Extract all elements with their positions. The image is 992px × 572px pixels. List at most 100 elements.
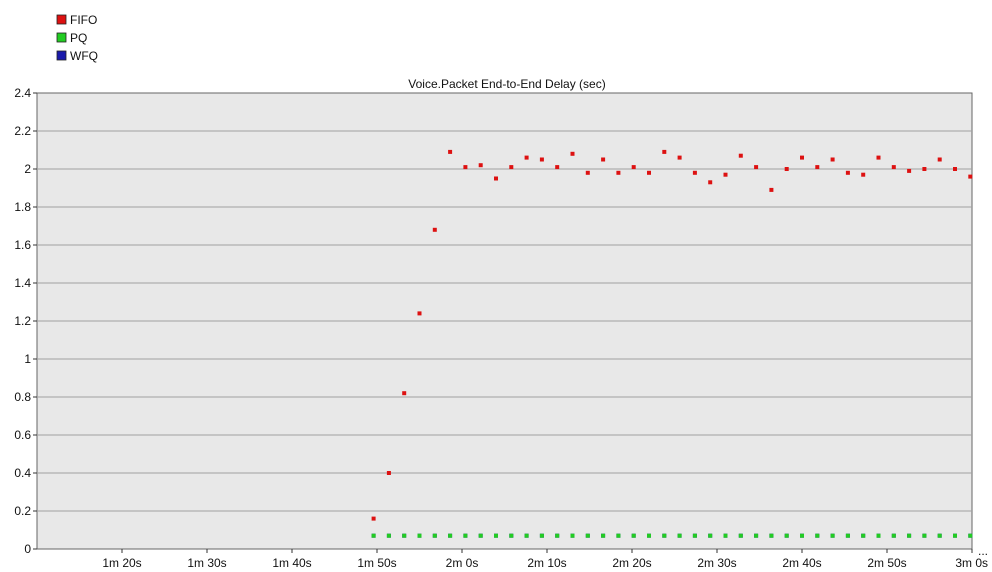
- legend-swatch: [56, 14, 67, 25]
- data-point-pq: [478, 533, 483, 538]
- data-point-pq: [555, 533, 560, 538]
- data-point-pq: [432, 533, 437, 538]
- data-point-pq: [647, 533, 651, 538]
- data-point-fifo: [570, 151, 575, 156]
- y-tick-label: 0.8: [14, 390, 31, 404]
- data-point-pq: [845, 533, 850, 538]
- data-point-pq: [570, 533, 575, 538]
- data-point-pq: [922, 533, 927, 538]
- data-point-fifo: [417, 311, 422, 316]
- data-point-fifo: [845, 170, 850, 175]
- legend-label: PQ: [70, 31, 87, 45]
- x-tick-label: 3m 0s: [955, 556, 988, 570]
- data-point-fifo: [647, 170, 651, 175]
- y-tick-label: 1.6: [14, 238, 31, 252]
- data-point-fifo: [509, 165, 514, 170]
- y-axis: 0 0.2 0.4 0.6 0.8 1 1.2 1.4 1.6 1.8 2 2.2 2.4: [14, 86, 37, 556]
- data-point-fifo: [478, 163, 483, 168]
- data-point-fifo: [585, 170, 590, 175]
- data-point-pq: [708, 533, 713, 538]
- data-point-fifo: [968, 174, 973, 179]
- data-point-pq: [907, 533, 912, 538]
- data-point-pq: [509, 533, 514, 538]
- legend-label: FIFO: [70, 13, 97, 27]
- data-point-pq: [692, 533, 697, 538]
- data-point-pq: [417, 533, 422, 538]
- y-tick-label: 1.4: [14, 276, 31, 290]
- chart-legend: FIFO PQ WFQ: [56, 13, 98, 63]
- data-point-fifo: [723, 172, 728, 177]
- data-point-fifo: [463, 165, 468, 170]
- chart-title: Voice.Packet End-to-End Delay (sec): [408, 77, 605, 91]
- data-point-fifo: [524, 155, 529, 160]
- data-point-pq: [539, 533, 544, 538]
- y-tick-label: 2.2: [14, 124, 31, 138]
- data-point-fifo: [907, 168, 912, 173]
- y-tick-label: 0.4: [14, 466, 31, 480]
- x-tick-label: 1m 20s: [102, 556, 141, 570]
- data-point-fifo: [692, 170, 697, 175]
- data-point-pq: [738, 533, 743, 538]
- x-tick-label: 2m 10s: [527, 556, 566, 570]
- data-point-fifo: [815, 165, 820, 170]
- y-tick-label: 0: [24, 542, 31, 556]
- data-point-fifo: [738, 153, 743, 158]
- data-point-pq: [616, 533, 621, 538]
- legend-swatch: [56, 32, 67, 43]
- data-point-fifo: [861, 172, 866, 177]
- data-point-fifo: [402, 391, 407, 396]
- data-point-pq: [371, 533, 376, 538]
- data-point-pq: [631, 533, 636, 538]
- data-points: [371, 149, 973, 538]
- data-point-fifo: [937, 157, 942, 162]
- data-point-fifo: [432, 227, 437, 232]
- x-tick-label: 1m 50s: [357, 556, 396, 570]
- data-point-fifo: [601, 157, 606, 162]
- x-tick-label: 1m 30s: [187, 556, 226, 570]
- data-point-pq: [494, 533, 498, 538]
- x-axis-overflow-marker: ...: [978, 544, 988, 558]
- data-point-pq: [662, 533, 667, 538]
- data-point-pq: [677, 533, 682, 538]
- y-tick-label: 2: [24, 162, 31, 176]
- x-tick-label: 2m 40s: [782, 556, 821, 570]
- data-point-fifo: [448, 149, 453, 154]
- data-point-pq: [448, 533, 453, 538]
- data-point-pq: [723, 533, 728, 538]
- data-point-pq: [891, 533, 896, 538]
- data-point-fifo: [371, 516, 376, 521]
- data-point-fifo: [539, 157, 544, 162]
- legend-swatch: [56, 50, 67, 61]
- data-point-pq: [968, 533, 973, 538]
- x-axis: 1m 20s 1m 30s 1m 40s 1m 50s 2m 0s 2m 10s 2m 20…: [102, 549, 988, 570]
- data-point-pq: [876, 533, 881, 538]
- data-point-pq: [815, 533, 820, 538]
- data-point-fifo: [800, 155, 804, 160]
- plot-area: 1m 20s 1m 30s 1m 40s 1m 50s 2m 0s 2m 10s 2m 20…: [14, 86, 988, 570]
- data-point-pq: [769, 533, 774, 538]
- data-point-fifo: [784, 167, 789, 171]
- data-point-pq: [386, 533, 391, 538]
- data-point-fifo: [616, 170, 621, 175]
- data-point-fifo: [922, 167, 927, 171]
- y-tick-label: 0.6: [14, 428, 31, 442]
- data-point-fifo: [891, 165, 896, 170]
- data-point-pq: [524, 533, 529, 538]
- data-point-pq: [800, 533, 804, 538]
- legend-item-pq: PQ: [56, 31, 87, 45]
- data-point-fifo: [494, 176, 498, 181]
- data-point-pq: [861, 533, 866, 538]
- x-tick-label: 2m 0s: [446, 556, 479, 570]
- data-point-pq: [784, 533, 789, 538]
- y-tick-label: 1.2: [14, 314, 31, 328]
- data-point-fifo: [830, 157, 835, 162]
- grid-lines: [37, 130, 972, 512]
- data-point-fifo: [876, 155, 881, 160]
- legend-item-wfq: WFQ: [56, 49, 98, 63]
- data-point-fifo: [769, 187, 774, 192]
- data-point-pq: [585, 533, 590, 538]
- data-point-pq: [953, 533, 957, 538]
- series-pq: [371, 533, 973, 538]
- series-fifo: [371, 149, 973, 521]
- x-tick-label: 2m 50s: [867, 556, 906, 570]
